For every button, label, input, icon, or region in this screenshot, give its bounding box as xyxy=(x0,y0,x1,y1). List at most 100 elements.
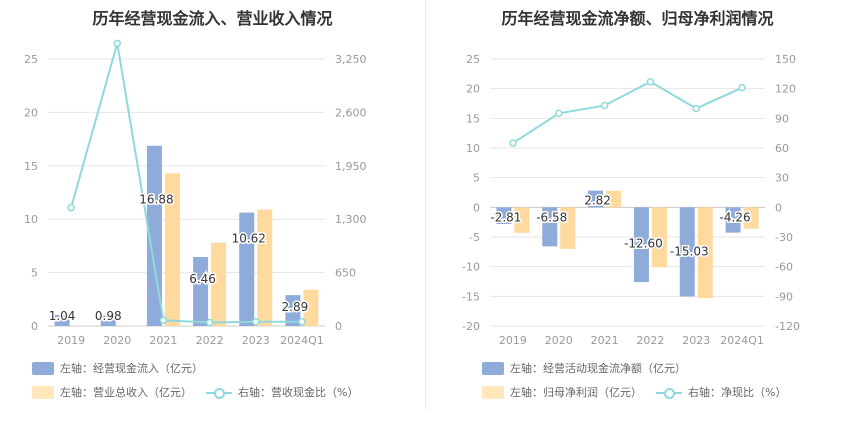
x-tick-label: 2021 xyxy=(149,334,177,347)
y-right-tick-label: 650 xyxy=(335,267,356,280)
ratio-point xyxy=(205,318,214,327)
y-right-tick-label: 150 xyxy=(775,53,796,66)
x-tick-label: 2020 xyxy=(103,334,131,347)
y-left-tick-label: 20 xyxy=(24,106,38,119)
y-left-tick-label: 10 xyxy=(24,213,38,226)
left-chart-panel: 历年经营现金流入、营业收入情况 0 5 10 15 20 25 0 650 1,300 1,950… xyxy=(24,9,372,400)
y-left-tick-label: 15 xyxy=(466,112,480,125)
legend-item-revenue[interactable]: 左轴：营业总收入（亿元） xyxy=(32,384,192,400)
bar-blue xyxy=(285,295,301,326)
bar-orange xyxy=(164,173,180,326)
x-tick-label: 2024Q1 xyxy=(720,334,764,347)
legend-swatch-blue xyxy=(482,361,504,375)
y-right-tick-label: 1,950 xyxy=(335,160,367,173)
ratio-point xyxy=(113,39,121,48)
bar-data-label: -12.60 xyxy=(624,236,663,250)
x-tick-label: 2024Q1 xyxy=(280,334,324,347)
left-legend-row-2: 左轴：营业总收入（亿元） 右轴：营收现金比（%） xyxy=(32,384,372,400)
bar-data-label: 10.62 xyxy=(232,232,266,246)
legend-item-net-profit[interactable]: 左轴：归母净利润（亿元） xyxy=(482,384,642,400)
bar-blue xyxy=(588,190,604,208)
y-right-tick-label: -90 xyxy=(775,290,793,303)
legend-item-net-cash-ratio[interactable]: 右轴：净现比（%） xyxy=(656,384,786,400)
y-left-tick-label: 5 xyxy=(473,172,480,185)
legend-swatch-orange xyxy=(32,385,54,399)
y-right-tick-label: -60 xyxy=(775,261,793,274)
y-left-tick-label: 15 xyxy=(24,160,38,173)
x-tick-label: 2019 xyxy=(499,334,527,347)
left-chart-title: 历年经营现金流入、营业收入情况 xyxy=(92,9,333,28)
bar-orange xyxy=(697,207,713,299)
y-right-tick-label: 0 xyxy=(775,201,782,214)
bar-orange xyxy=(651,207,667,268)
legend-item-cash-inflow[interactable]: 左轴：经营现金流入（亿元） xyxy=(32,360,203,376)
ratio-point xyxy=(646,77,655,86)
legend-swatch-line xyxy=(206,386,232,399)
panel-divider xyxy=(425,0,426,410)
y-left-tick-label: 25 xyxy=(466,53,480,66)
legend-swatch-line xyxy=(656,386,682,399)
y-right-tick-label: 60 xyxy=(775,142,789,155)
bar-blue xyxy=(146,145,162,326)
bar-blue xyxy=(193,257,209,326)
bar-orange xyxy=(303,289,319,326)
y-left-tick-label: -20 xyxy=(462,320,480,333)
ratio-point xyxy=(159,316,168,324)
y-right-tick-label: 120 xyxy=(775,83,796,96)
ratio-point xyxy=(738,83,746,92)
x-tick-label: 2023 xyxy=(242,334,270,347)
bar-orange xyxy=(743,207,759,229)
legend-label: 右轴：净现比（%） xyxy=(688,386,787,399)
ratio-point xyxy=(67,203,75,212)
y-left-tick-label: 0 xyxy=(31,320,38,333)
y-left-tick-label: 20 xyxy=(466,83,480,96)
ratio-point xyxy=(509,139,517,147)
y-left-tick-label: -15 xyxy=(462,290,480,303)
x-tick-label: 2019 xyxy=(57,334,85,347)
y-left-tick-label: -5 xyxy=(469,231,480,244)
legend-label: 左轴：归母净利润（亿元） xyxy=(510,386,642,399)
legend-swatch-orange xyxy=(482,385,504,399)
bar-blue xyxy=(633,207,649,283)
bar-data-label: 2.82 xyxy=(584,194,611,208)
bar-blue xyxy=(725,207,741,233)
right-chart-title: 历年经营现金流净额、归母净利润情况 xyxy=(501,9,774,28)
legend-item-net-cash-flow[interactable]: 左轴：经营活动现金流净额（亿元） xyxy=(482,360,686,376)
right-legend-row-2: 左轴：归母净利润（亿元） 右轴：净现比（%） xyxy=(482,384,800,400)
bar-data-label: -2.81 xyxy=(490,210,521,224)
bar-blue xyxy=(239,212,255,326)
bar-orange xyxy=(257,209,273,326)
y-left-tick-label: 10 xyxy=(466,142,480,155)
y-right-tick-label: 3,250 xyxy=(335,53,367,66)
legend-label: 左轴：经营活动现金流净额（亿元） xyxy=(510,362,686,375)
ratio-point xyxy=(692,104,700,113)
ratio-point xyxy=(600,101,609,110)
left-chart-plot: 0 5 10 15 20 25 0 650 1,300 1,950 2,600 3,250 2019 20… xyxy=(24,39,367,347)
bar-data-label: 0.98 xyxy=(95,309,122,323)
bar-orange xyxy=(514,207,530,233)
x-tick-label: 2023 xyxy=(682,334,710,347)
legend-label: 左轴：经营现金流入（亿元） xyxy=(60,362,203,375)
y-right-tick-label: 0 xyxy=(335,320,342,333)
bar-data-label: 2.89 xyxy=(282,300,309,314)
bar-data-label: 1.04 xyxy=(49,309,76,323)
bar-blue xyxy=(542,207,558,247)
bar-orange xyxy=(606,190,622,208)
bar-data-label: -15.03 xyxy=(670,244,709,258)
y-left-tick-label: 0 xyxy=(473,201,480,214)
right-chart-panel: 历年经营现金流净额、归母净利润情况 -20 -15 -10 -5 0 5 10 15 20 25 -… xyxy=(425,0,850,437)
legend-swatch-blue xyxy=(32,361,54,375)
legend-label: 右轴：营收现金比（%） xyxy=(238,386,359,399)
legend-item-revenue-cash-ratio[interactable]: 右轴：营收现金比（%） xyxy=(206,384,358,400)
y-left-tick-label: -10 xyxy=(462,261,480,274)
y-right-tick-label: 2,600 xyxy=(335,106,367,119)
bar-blue xyxy=(679,207,695,297)
x-tick-label: 2022 xyxy=(636,334,664,347)
x-tick-label: 2021 xyxy=(591,334,619,347)
bar-data-label: -4.26 xyxy=(720,210,751,224)
bar-orange xyxy=(211,242,227,326)
x-tick-label: 2020 xyxy=(545,334,573,347)
y-right-tick-label: 1,300 xyxy=(335,213,367,226)
bar-blue xyxy=(54,314,70,326)
bar-data-label: 6.46 xyxy=(189,272,216,286)
